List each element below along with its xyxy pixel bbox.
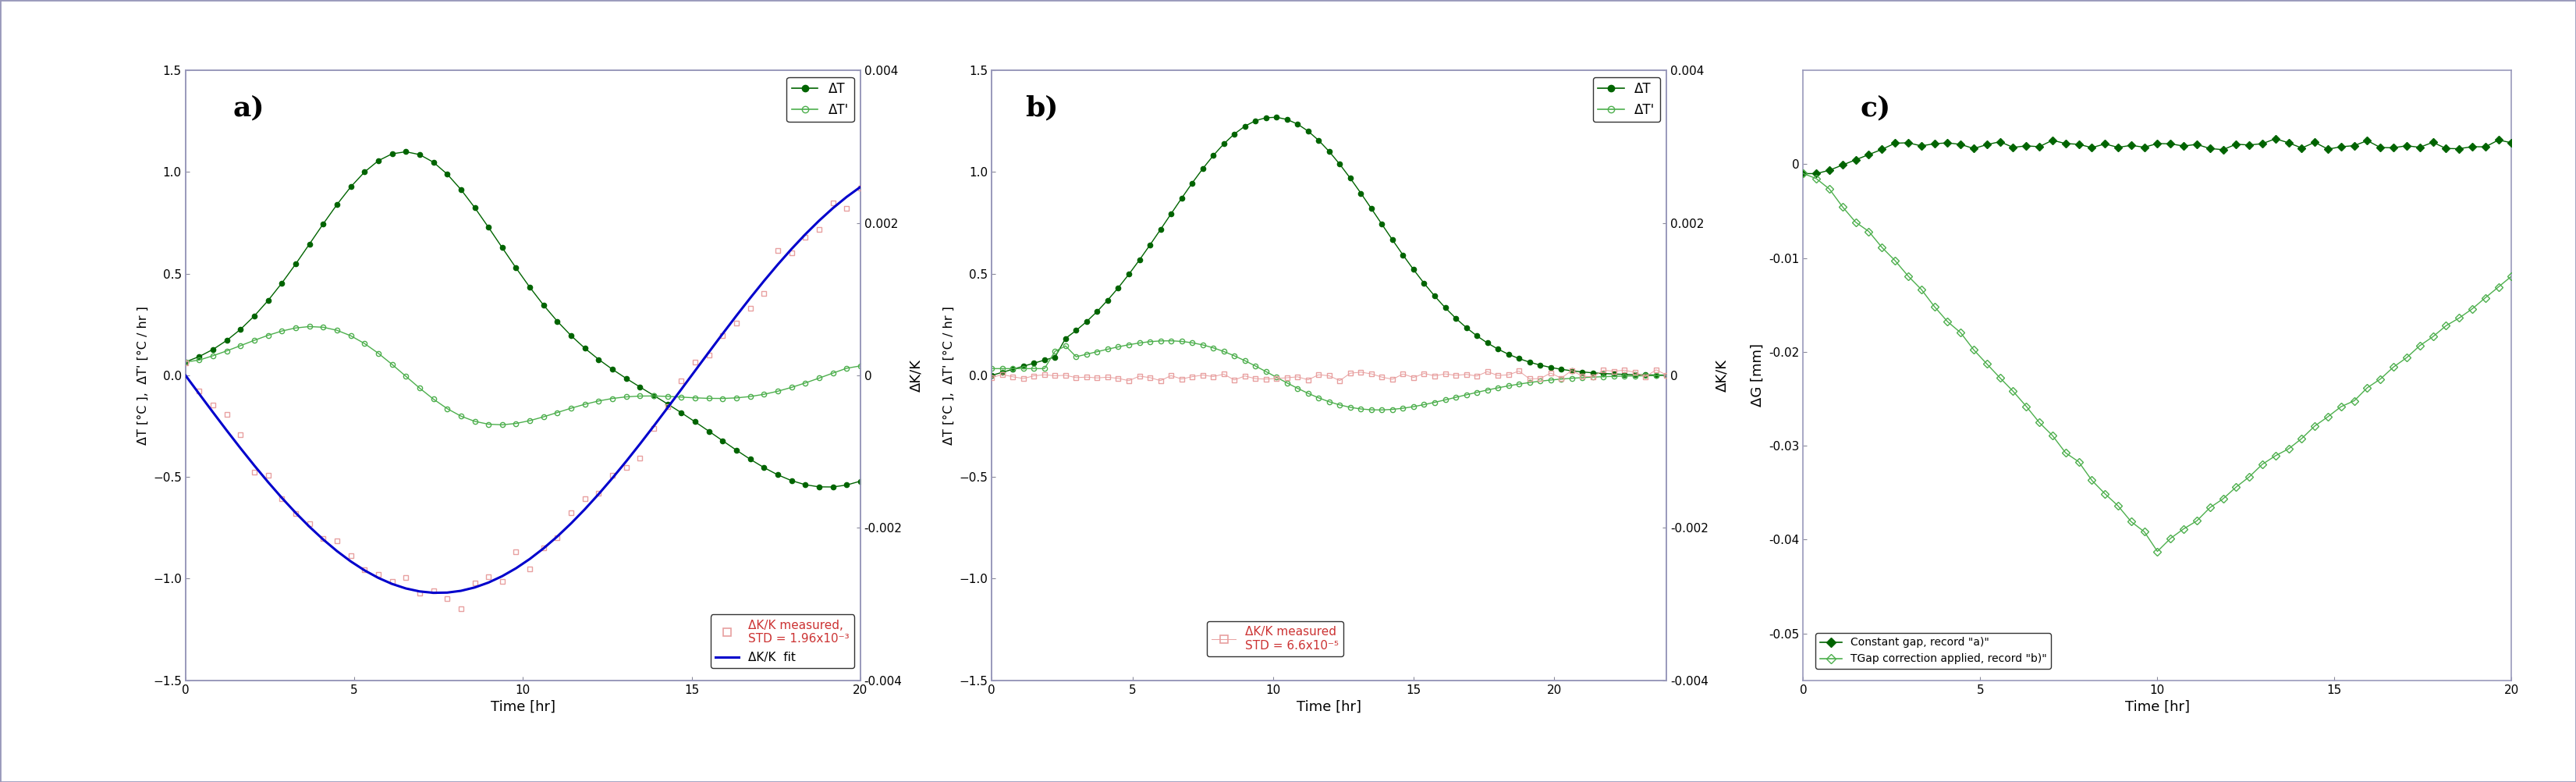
Y-axis label: ΔK/K: ΔK/K	[1716, 359, 1728, 392]
Text: a): a)	[232, 95, 265, 121]
Y-axis label: ΔT [°C ],  ΔT' [°C / hr ]: ΔT [°C ], ΔT' [°C / hr ]	[943, 306, 956, 445]
Legend: ΔK/K measured
STD = 6.6x10⁻⁵: ΔK/K measured STD = 6.6x10⁻⁵	[1208, 621, 1345, 656]
Text: c): c)	[1860, 95, 1891, 121]
Y-axis label: ΔT [°C ],  ΔT' [°C / hr ]: ΔT [°C ], ΔT' [°C / hr ]	[137, 306, 149, 445]
X-axis label: Time [hr]: Time [hr]	[2125, 700, 2190, 714]
X-axis label: Time [hr]: Time [hr]	[1296, 700, 1363, 714]
X-axis label: Time [hr]: Time [hr]	[489, 700, 556, 714]
Y-axis label: ΔG [mm]: ΔG [mm]	[1749, 344, 1765, 407]
Y-axis label: ΔK/K: ΔK/K	[909, 359, 922, 392]
Text: b): b)	[1025, 95, 1059, 121]
Legend: ΔK/K measured,
STD = 1.96x10⁻³, ΔK/K  fit: ΔK/K measured, STD = 1.96x10⁻³, ΔK/K fit	[711, 615, 855, 669]
Legend: Constant gap, record "a)", TGap correction applied, record "b)": Constant gap, record "a)", TGap correcti…	[1816, 633, 2050, 669]
